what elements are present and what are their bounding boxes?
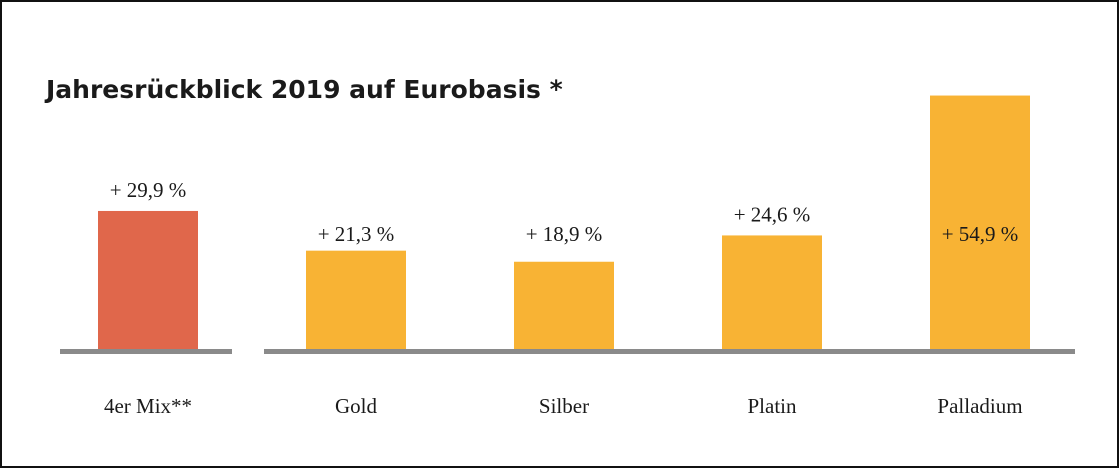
value-label: + 24,6 % (734, 202, 811, 226)
bar (98, 210, 198, 349)
bar (722, 235, 822, 349)
baseline (60, 349, 232, 354)
bar (514, 261, 614, 349)
value-label: + 54,9 % (942, 222, 1019, 246)
x-tick-label: Platin (747, 394, 797, 418)
x-tick-label: Gold (335, 394, 378, 418)
value-label: + 29,9 % (110, 178, 187, 202)
x-tick-label: Palladium (937, 394, 1022, 418)
x-tick-label: Silber (539, 394, 589, 418)
bar (306, 250, 406, 349)
baseline (264, 349, 1075, 354)
chart-title: Jahresrückblick 2019 auf Eurobasis * (44, 75, 563, 104)
x-tick-label: 4er Mix** (104, 394, 192, 418)
bar (930, 95, 1030, 349)
value-label: + 18,9 % (526, 222, 603, 246)
value-label: + 21,3 % (318, 222, 395, 246)
